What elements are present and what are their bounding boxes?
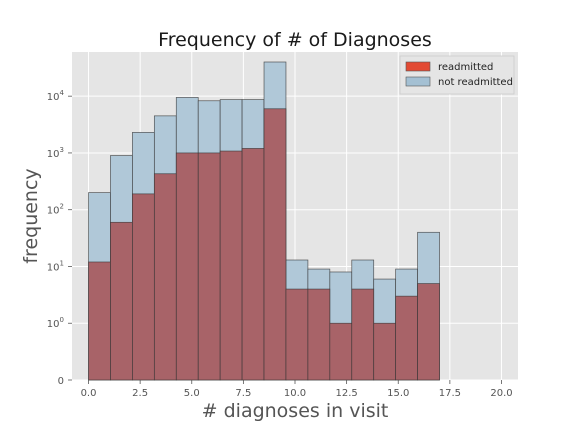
y-tick-label: 104: [47, 89, 65, 103]
x-tick-label: 17.5: [439, 388, 461, 399]
x-tick-label: 15.0: [387, 388, 409, 399]
legend-label-readmitted: readmitted: [438, 62, 493, 73]
readmitted-bar: [329, 322, 353, 381]
readmitted-bar: [241, 148, 265, 381]
readmitted-bar: [197, 152, 221, 381]
y-tick-label: 0: [58, 376, 64, 387]
y-tick-label: 103: [47, 146, 64, 160]
x-tick-label: 10.0: [284, 388, 306, 399]
readmitted-bars: [88, 108, 440, 381]
y-axis-ticks: 0 100 101 102 103 104: [47, 89, 72, 387]
x-tick-label: 0.0: [81, 388, 97, 399]
x-tick-label: 20.0: [490, 388, 512, 399]
readmitted-bar: [285, 288, 309, 381]
legend-swatch-not-readmitted: [405, 76, 431, 87]
readmitted-bar: [132, 193, 155, 381]
x-axis-label: # diagnoses in visit: [202, 400, 389, 422]
legend-label-not-readmitted: not readmitted: [438, 77, 513, 88]
y-tick-label: 102: [47, 203, 64, 217]
legend-swatch-readmitted: [405, 61, 431, 72]
readmitted-bar: [417, 283, 440, 381]
readmitted-bar: [373, 322, 397, 381]
y-tick-label: 100: [47, 316, 64, 330]
y-axis-label: frequency: [20, 168, 42, 263]
x-axis-ticks: 0.0 2.5 5.0 7.5 10.0 12.5 15.0 17.5 20.0: [81, 380, 513, 399]
x-tick-label: 7.5: [235, 388, 251, 399]
readmitted-bar: [307, 288, 331, 381]
y-tick-label: 101: [47, 259, 64, 273]
readmitted-bar: [88, 261, 111, 381]
readmitted-bar: [395, 295, 418, 381]
x-tick-label: 2.5: [132, 388, 148, 399]
chart-title: Frequency of # of Diagnoses: [158, 29, 432, 51]
readmitted-bar: [110, 221, 133, 381]
x-tick-label: 12.5: [335, 388, 357, 399]
readmitted-bar: [351, 288, 375, 381]
legend: readmitted not readmitted: [399, 55, 515, 95]
readmitted-bar: [263, 108, 287, 381]
readmitted-bar: [219, 150, 243, 381]
x-tick-label: 5.0: [184, 388, 200, 399]
readmitted-bar: [153, 173, 177, 381]
readmitted-bar: [175, 152, 199, 381]
